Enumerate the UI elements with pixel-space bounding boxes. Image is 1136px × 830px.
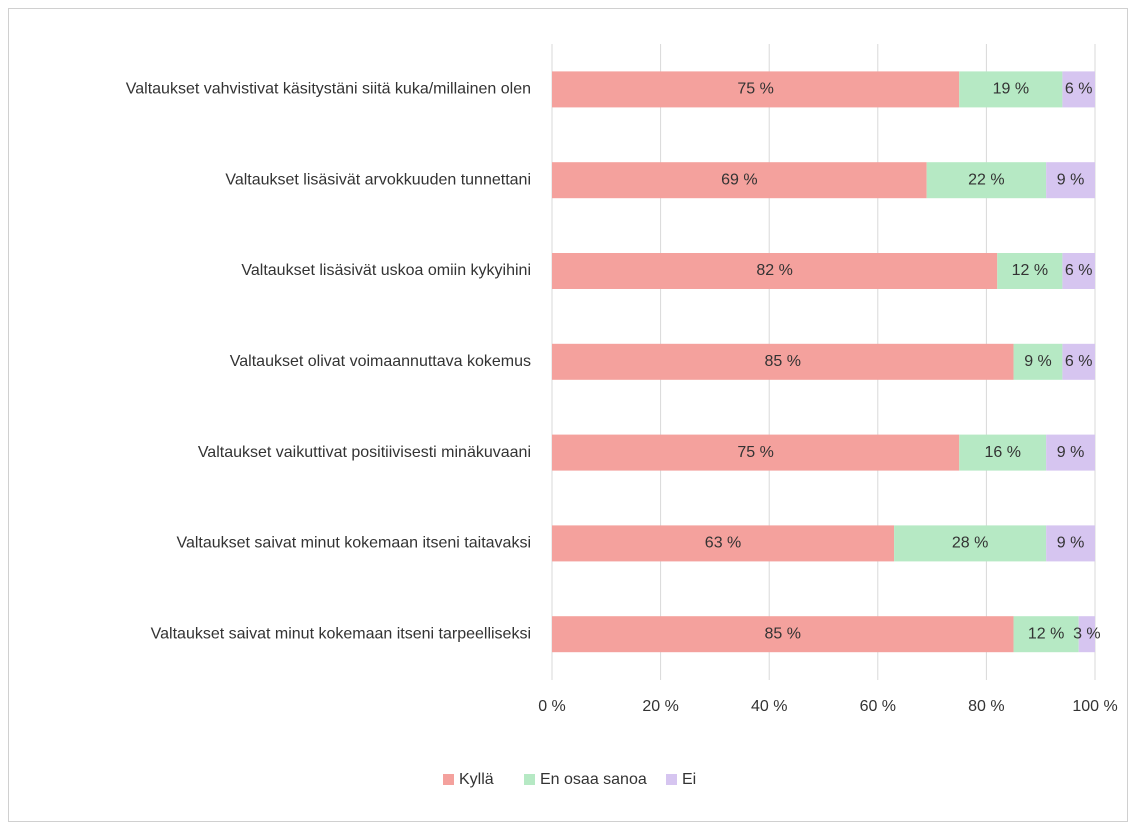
value-label: 9 % — [1057, 444, 1085, 461]
bar-segment — [1013, 616, 1079, 653]
value-label: 85 % — [765, 353, 801, 370]
value-label: 28 % — [952, 535, 988, 552]
y-tick-label: Valtaukset lisäsivät arvokkuuden tunnett… — [225, 171, 531, 188]
bar-segment — [1062, 71, 1095, 108]
x-tick-label: 60 % — [860, 698, 896, 715]
value-label: 69 % — [721, 171, 757, 188]
value-label: 75 % — [737, 444, 773, 461]
y-tick-label: Valtaukset vahvistivat käsitystäni siitä… — [126, 81, 531, 98]
bar-segment — [1046, 434, 1095, 471]
value-label: 82 % — [756, 262, 792, 279]
x-tick-label: 40 % — [751, 698, 787, 715]
chart-border — [8, 8, 1128, 822]
bar-segment — [1046, 162, 1095, 199]
value-label: 6 % — [1065, 262, 1093, 279]
bar-segment — [552, 616, 1014, 653]
x-tick-label: 100 % — [1072, 698, 1117, 715]
legend-label: Ei — [682, 771, 696, 788]
x-tick-label: 20 % — [642, 698, 678, 715]
value-label: 6 % — [1065, 353, 1093, 370]
value-label: 63 % — [705, 535, 741, 552]
x-tick-label: 0 % — [538, 698, 566, 715]
y-tick-label: Valtaukset saivat minut kokemaan itseni … — [151, 625, 531, 642]
value-label: 9 % — [1024, 353, 1052, 370]
bar-segment — [552, 162, 927, 199]
value-label: 12 % — [1028, 625, 1064, 642]
legend-label: Kyllä — [459, 771, 494, 788]
value-label: 19 % — [993, 81, 1029, 98]
legend-label: En osaa sanoa — [540, 771, 647, 788]
bar-segment — [1078, 616, 1095, 653]
bar-segment — [552, 525, 895, 562]
y-tick-label: Valtaukset lisäsivät uskoa omiin kykyihi… — [241, 262, 531, 279]
value-label: 3 % — [1073, 625, 1101, 642]
bar-segment — [1062, 343, 1095, 380]
value-label: 9 % — [1057, 535, 1085, 552]
y-tick-label: Valtaukset saivat minut kokemaan itseni … — [176, 535, 531, 552]
x-tick-label: 80 % — [968, 698, 1004, 715]
value-label: 75 % — [737, 81, 773, 98]
value-label: 85 % — [765, 625, 801, 642]
bar-segment — [959, 71, 1063, 108]
value-label: 9 % — [1057, 171, 1085, 188]
value-label: 6 % — [1065, 81, 1093, 98]
bar-segment — [552, 71, 960, 108]
value-label: 22 % — [968, 171, 1004, 188]
value-label: 16 % — [984, 444, 1020, 461]
bar-segment — [552, 253, 998, 289]
y-tick-label: Valtaukset vaikuttivat positiivisesti mi… — [198, 444, 531, 461]
bar-segment — [1046, 525, 1095, 562]
bar-segment — [926, 162, 1047, 199]
legend-swatch — [443, 774, 454, 785]
bar-segment — [959, 434, 1047, 471]
bar-segment — [552, 343, 1014, 380]
legend-swatch — [524, 774, 535, 785]
bar-segment — [552, 434, 960, 471]
legend-swatch — [666, 774, 677, 785]
bar-segment — [1062, 253, 1095, 289]
value-label: 12 % — [1012, 262, 1048, 279]
y-tick-label: Valtaukset olivat voimaannuttava kokemus — [230, 353, 531, 370]
bar-segment — [997, 253, 1063, 289]
bar-segment — [1013, 343, 1063, 380]
bar-segment — [894, 525, 1047, 562]
